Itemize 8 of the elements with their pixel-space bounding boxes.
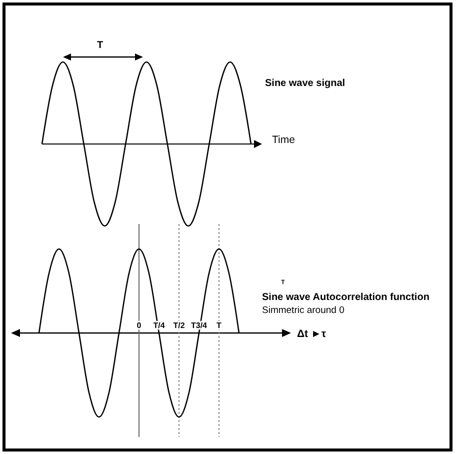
- x-axis-title: Time: [272, 134, 296, 146]
- x-tick-label: T/2: [173, 321, 186, 330]
- x-axis-title: Δt ►τ: [297, 328, 326, 340]
- x-tick-label: T: [216, 321, 222, 330]
- text: T: [96, 40, 104, 51]
- text: Simmetric around 0: [262, 305, 344, 316]
- text: Sine wave signal: [265, 78, 346, 89]
- text: Sine wave Autocorrelation function: [262, 292, 430, 303]
